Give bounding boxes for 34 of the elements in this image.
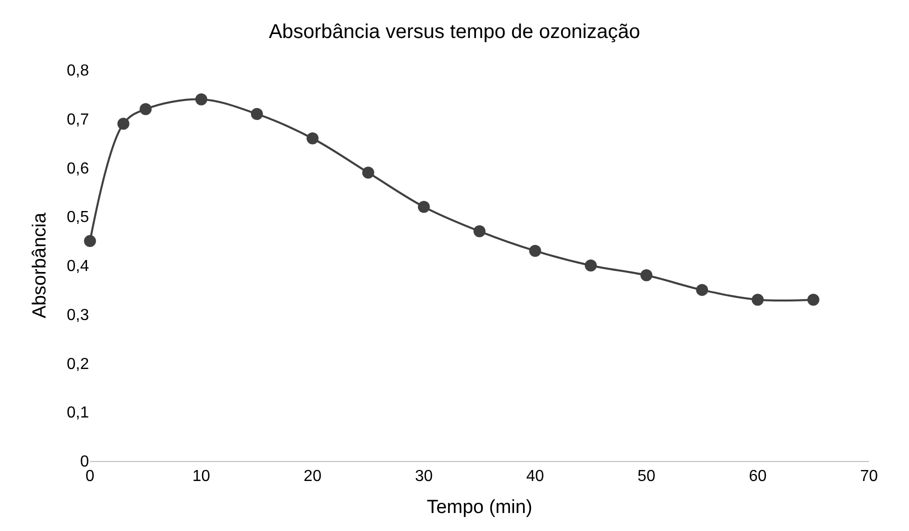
point (807, 294, 820, 306)
point (584, 260, 597, 272)
x-tick-label: 40 (526, 468, 544, 486)
point (195, 93, 208, 106)
y-tick-label: 0,6 (66, 160, 90, 178)
point (362, 166, 374, 179)
y-tick-label: 0,3 (66, 306, 90, 324)
y-tick-label: 0 (80, 454, 90, 471)
x-tick-label: 10 (192, 468, 210, 486)
point (140, 103, 152, 116)
x-tick-label: 50 (638, 468, 656, 486)
point (640, 269, 652, 282)
x-tick-label: 70 (860, 468, 878, 486)
point (84, 235, 96, 248)
point (250, 108, 263, 120)
point (117, 118, 130, 130)
y-tick-label: 0,4 (66, 258, 90, 276)
x-tick-label: 30 (414, 468, 433, 486)
x-tick-label: 20 (304, 468, 322, 486)
x-tick-label: 60 (748, 468, 767, 486)
point (306, 132, 319, 144)
point (752, 294, 764, 306)
point (418, 200, 430, 213)
point (474, 225, 486, 238)
point (529, 244, 542, 257)
x-axis-title: Tempo (min) (426, 497, 532, 518)
point (696, 284, 708, 296)
y-tick-label: 0,7 (66, 111, 90, 128)
y-tick-label: 0,2 (66, 356, 90, 373)
y-tick-label: 0,8 (66, 62, 90, 80)
y-tick-label: 0,1 (66, 404, 90, 422)
y-axis-title: Absorbância (30, 212, 51, 318)
y-tick-label: 0,5 (66, 209, 90, 226)
chart-title: Absorbância versus tempo de ozonização (268, 20, 640, 43)
